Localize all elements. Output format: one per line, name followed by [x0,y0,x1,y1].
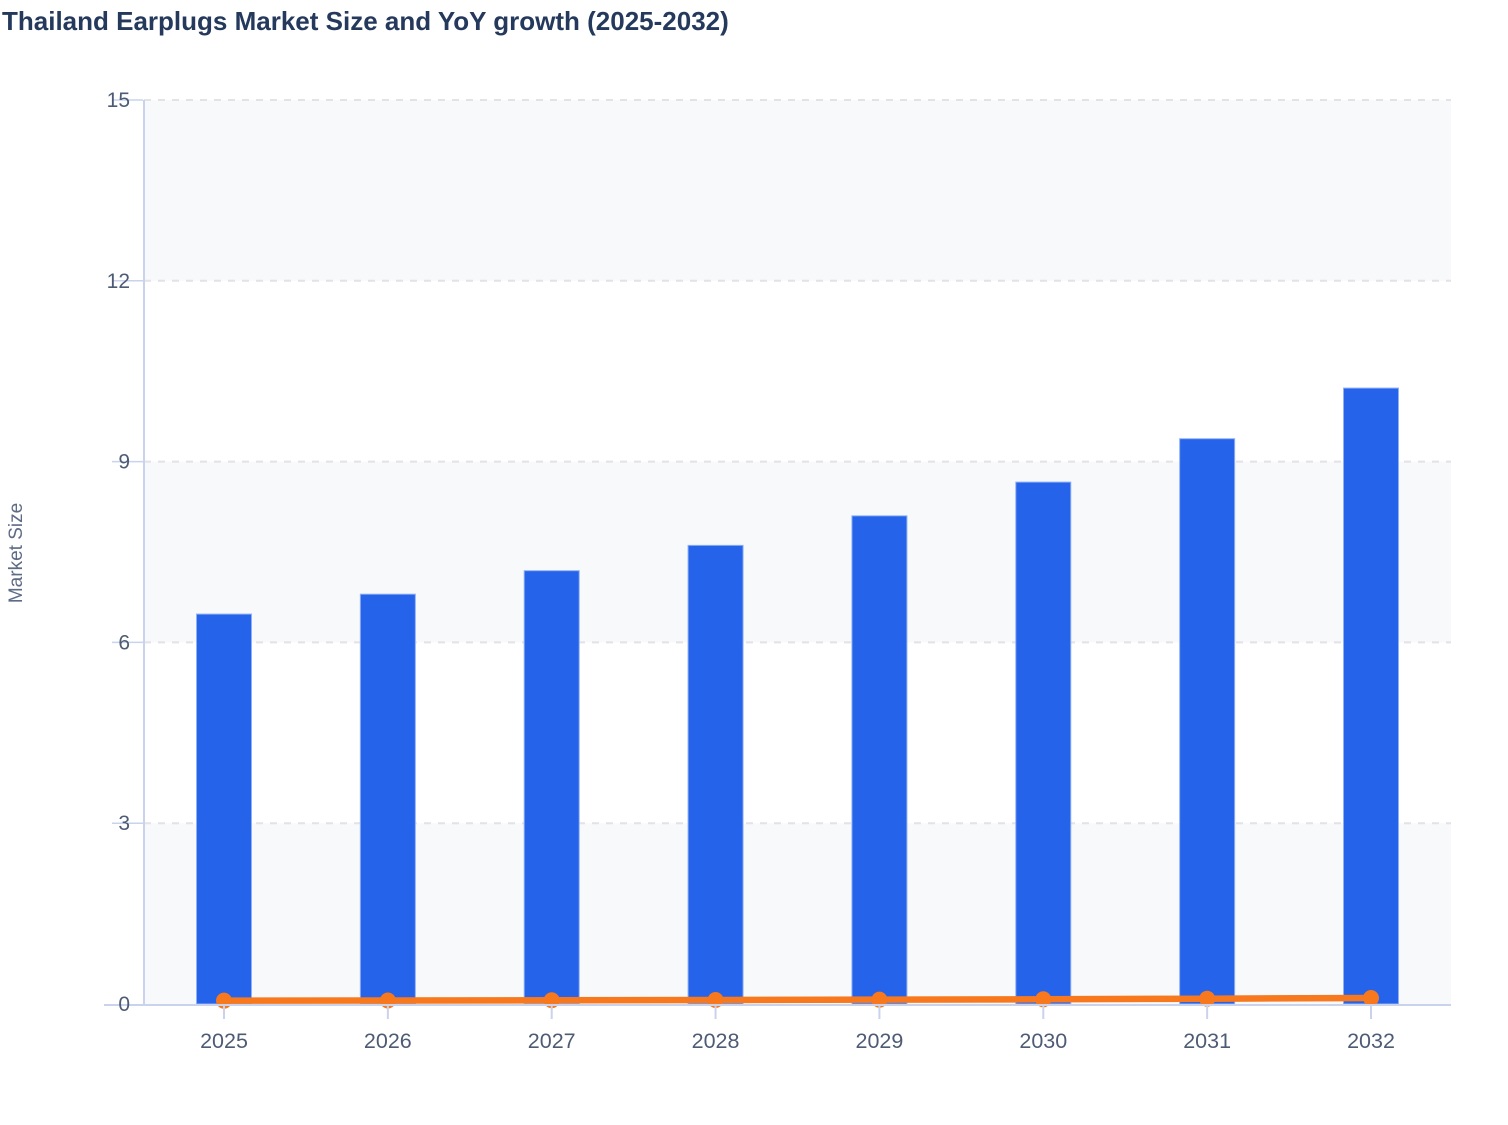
y-tick-label: 6 [118,631,130,654]
x-tick-label: 2030 [1019,1029,1067,1053]
x-tick-label: 2025 [200,1029,248,1053]
yoy-point-2032[interactable] [1363,989,1379,1006]
y-tick-label: 3 [118,812,130,835]
x-tick-label: 2031 [1183,1029,1231,1053]
bar-series [196,387,1399,1005]
plot-bands [144,100,1451,1004]
yoy-point-2031[interactable] [1199,990,1216,1007]
yoy-point-2029[interactable] [871,991,888,1008]
x-tick-label: 2032 [1347,1029,1395,1053]
y-tick-label: 9 [118,451,130,474]
x-tick-label: 2028 [692,1029,740,1053]
x-tick-label: 2026 [364,1029,412,1053]
plot-band [144,461,1451,643]
bar-2027[interactable] [523,570,580,1005]
yoy-line [220,994,1375,1004]
bar-2029[interactable] [851,515,908,1005]
bar-2031[interactable] [1179,438,1236,1005]
chart-title: Thailand Earplugs Market Size and YoY gr… [2,6,729,36]
plot-band [144,100,1451,281]
y-tick-label: 12 [107,270,130,293]
x-tick-label: 2029 [856,1029,904,1053]
yoy-point-2030[interactable] [1035,991,1052,1008]
bar-2025[interactable] [196,613,252,1005]
axes [104,99,1451,1019]
bar-2026[interactable] [359,593,416,1005]
bar-2028[interactable] [687,544,744,1005]
axis-tick-labels: 0 3 6 9 12 15 2025 2026 2027 2028 2029 2030 2031 2032 [107,89,1395,1053]
bar-2032[interactable] [1343,387,1399,1005]
y-axis-title: Market Size [6,502,27,604]
y-tick-label: 0 [118,993,130,1016]
bar-2030[interactable] [1015,481,1072,1005]
y-tick-label: 15 [107,89,130,112]
x-tick-label: 2027 [528,1029,576,1053]
plot-band [144,823,1451,1004]
